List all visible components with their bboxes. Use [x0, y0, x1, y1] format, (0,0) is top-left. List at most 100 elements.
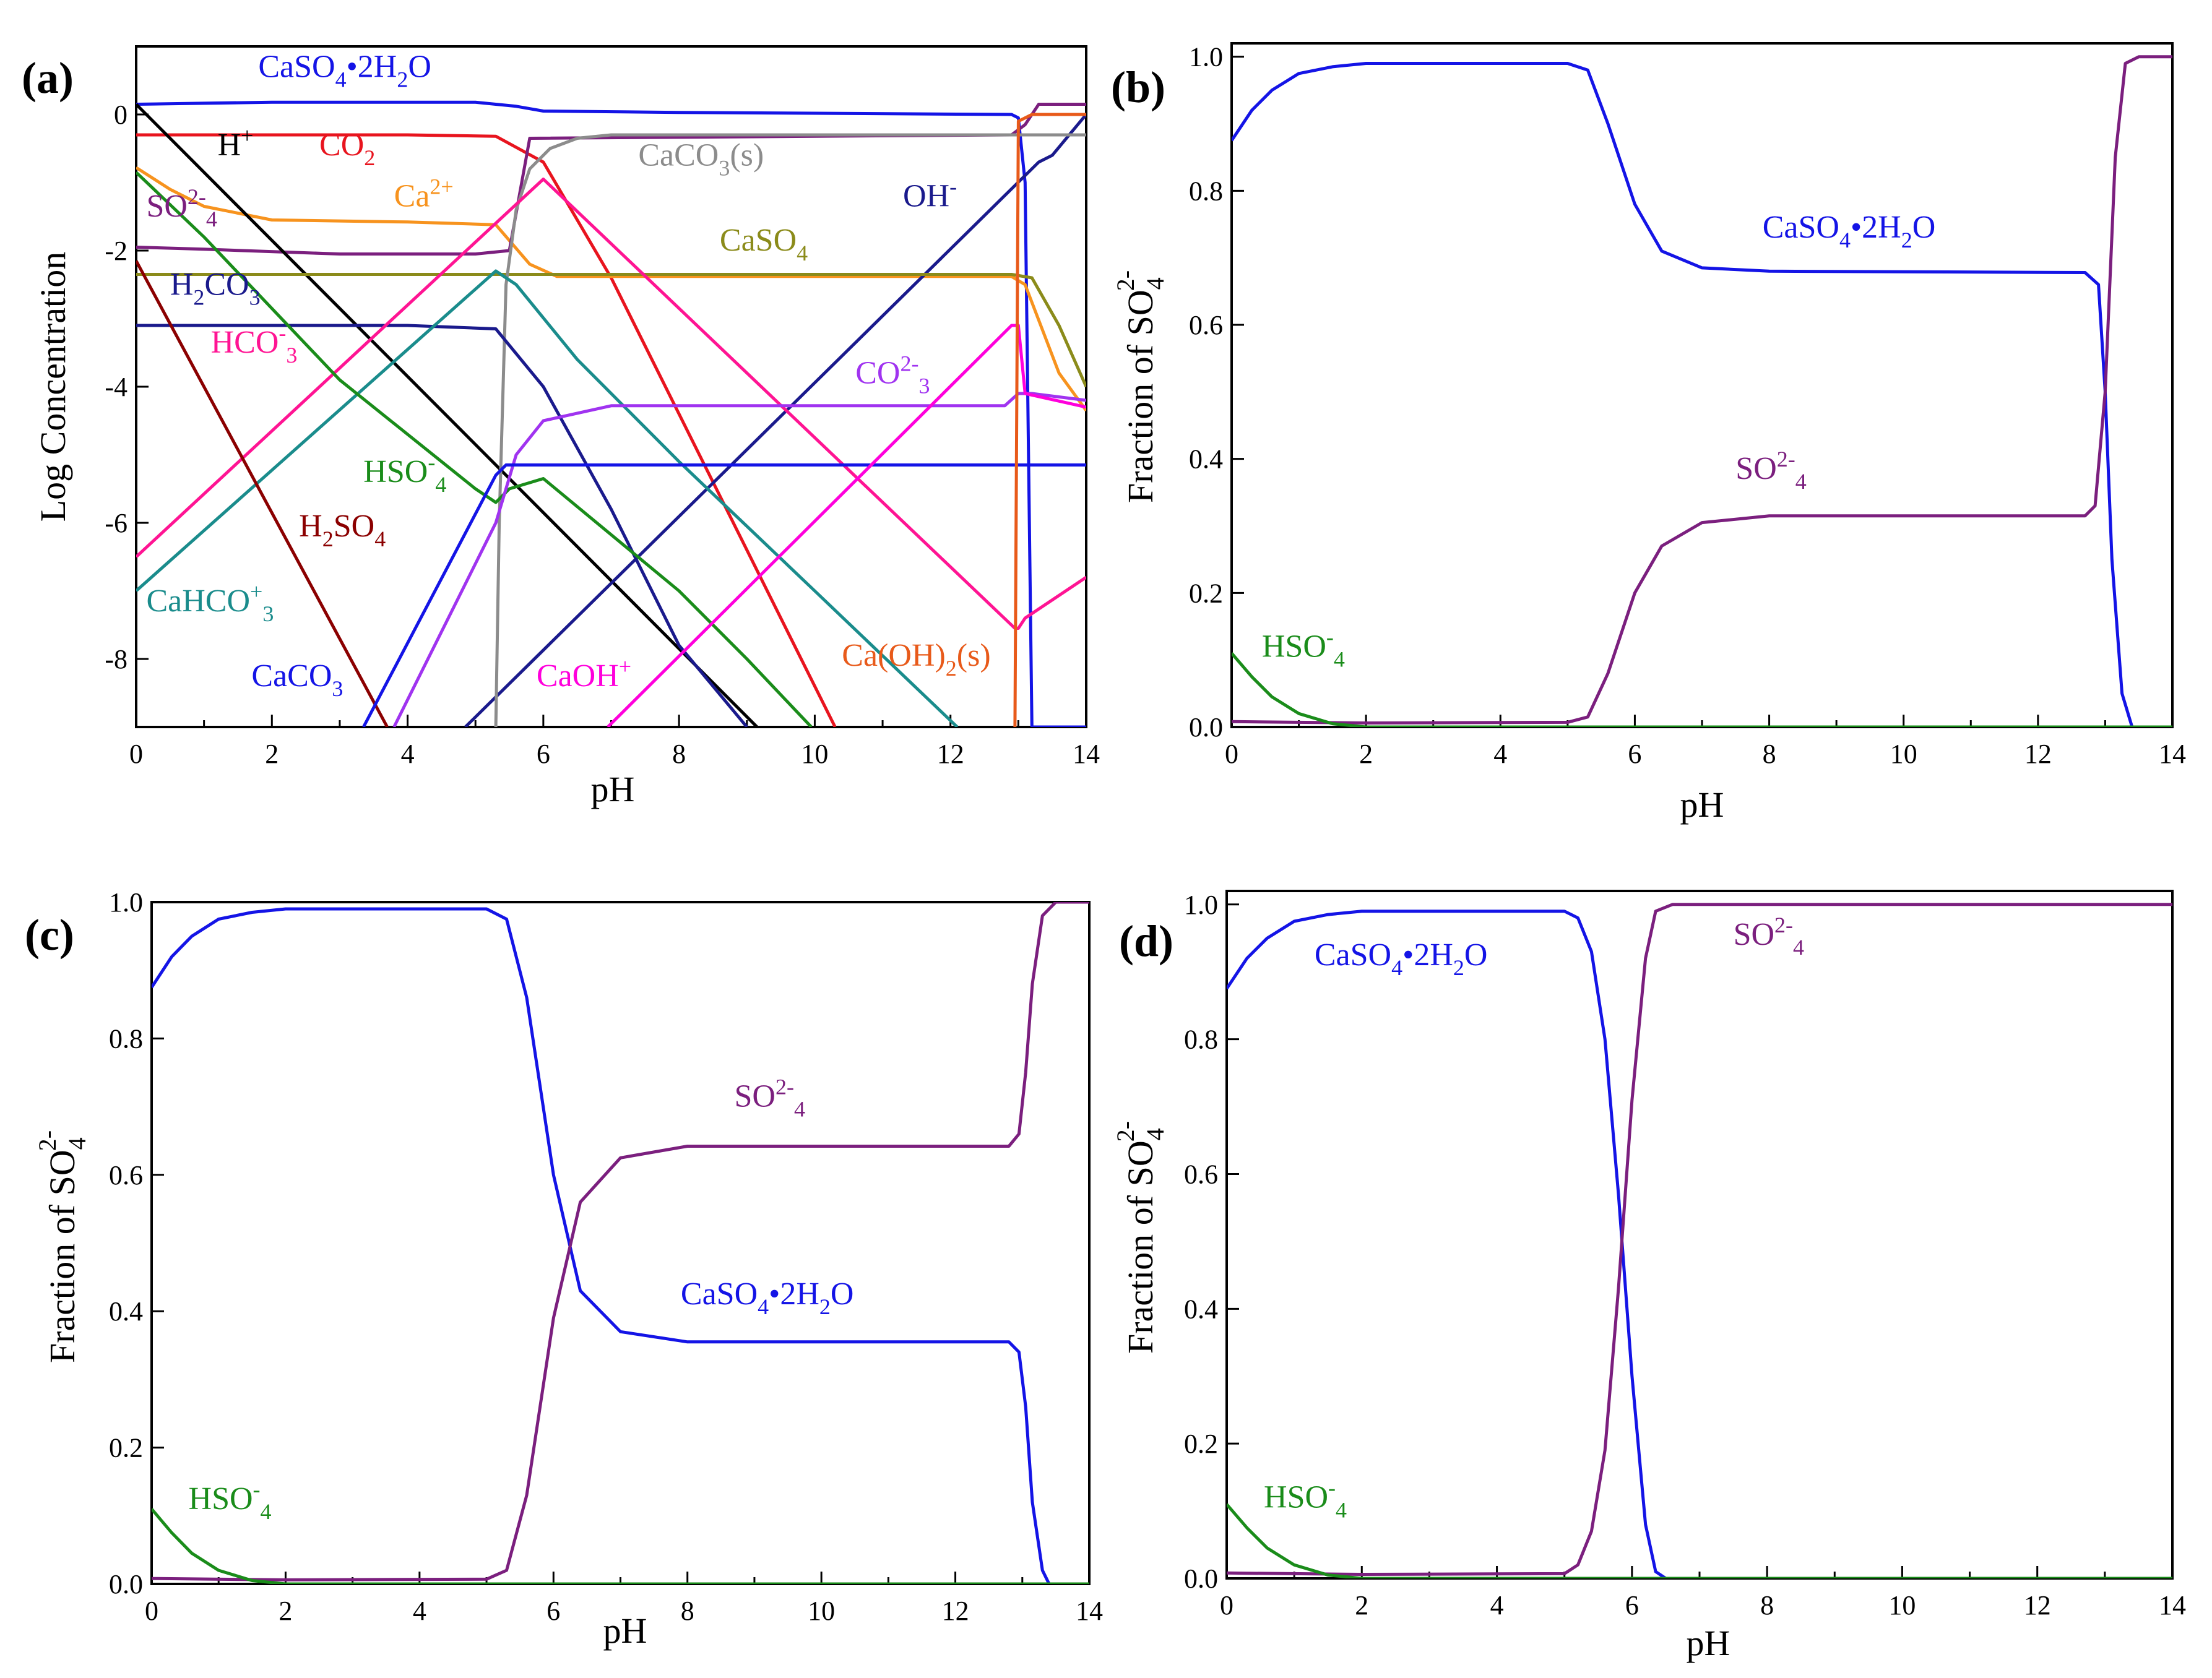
panel-d-frame — [1225, 890, 2174, 1580]
panel-c-frame — [150, 901, 1091, 1585]
panel-a-xtick-label-5: 10 — [801, 739, 828, 769]
panel-c-label: (c) — [25, 910, 74, 960]
panel-d-xtick-label-6: 12 — [2024, 1590, 2051, 1620]
panel-d-ylabel: Fraction of SO42- — [1112, 1121, 1169, 1354]
panel-a-series-h2co3 — [136, 324, 748, 727]
panel-a-xtick-label-7: 14 — [1073, 739, 1100, 769]
panel-d-xtick-label-0: 0 — [1220, 1590, 1233, 1620]
panel-d-ytick-label-4: 0.8 — [1184, 1025, 1218, 1055]
panel-c-xtick-label-7: 14 — [1076, 1596, 1103, 1626]
panel-b-xtick-label-2: 4 — [1493, 739, 1507, 769]
panel-a-xtick-label-6: 12 — [937, 739, 964, 769]
panel-a-ylabel: Log Concentration — [33, 252, 73, 522]
panel-a-series-cahco3 — [136, 269, 959, 727]
panel-a-xtick-label-3: 6 — [537, 739, 550, 769]
species-label-a_oh: OH- — [903, 174, 957, 214]
panel-b-xtick-label-7: 14 — [2159, 739, 2186, 769]
panel-b-ytick-label-0: 0.0 — [1189, 712, 1223, 742]
panel-b-ticks: 0 2 4 6 8 10 12 14 0.0 0.2 0.4 0.6 0.8 1.0 — [1189, 42, 2186, 769]
species-label-a_casodi: CaSO4•2H2O — [258, 49, 431, 92]
panel-d-series-hso4 — [1227, 1503, 2172, 1578]
species-label-a_caoh2: Ca(OH)2(s) — [842, 638, 990, 681]
panel-d-series-caso4-2h2o — [1227, 910, 2172, 1578]
panel-c-series — [152, 902, 1089, 1584]
species-label-a_co2: CO2 — [319, 127, 375, 170]
panel-c-ytick-label-2: 0.4 — [109, 1296, 143, 1327]
panel-b-ytick-label-4: 0.8 — [1189, 176, 1223, 206]
panel-c-ytick-label-0: 0.0 — [109, 1569, 143, 1599]
panel-c-series-so42 — [152, 902, 1089, 1581]
species-label-a_hso4: HSO-4 — [363, 450, 446, 497]
species-label-a_h2so4: H2SO4 — [299, 509, 386, 551]
panel-a-series-oh — [464, 113, 1086, 727]
panel-a: (a) pH Log Concentration 0 2 4 6 8 10 12 14 0 -2 -… — [22, 45, 1100, 809]
panel-c-xlabel: pH — [603, 1611, 647, 1651]
panel-b-ytick-label-3: 0.6 — [1189, 310, 1223, 340]
species-label-a_caco3: CaCO3 — [251, 658, 343, 701]
panel-a-ytick-label-2: -4 — [105, 372, 127, 402]
species-label-d_casodi: CaSO4•2H2O — [1315, 937, 1488, 980]
species-label-a_caco3s: CaCO3(s) — [638, 138, 764, 181]
panel-d-ytick-label-2: 0.4 — [1184, 1294, 1218, 1324]
panel-b-frame — [1230, 42, 2174, 728]
panel-c-ytick-label-1: 0.2 — [109, 1433, 143, 1463]
panel-c-ytick-label-3: 0.6 — [109, 1160, 143, 1190]
species-label-a_hplus: H+ — [218, 123, 254, 163]
panel-b-xtick-label-1: 2 — [1359, 739, 1373, 769]
panel-a-series-h2so4 — [136, 260, 389, 727]
panel-c-species-labels: SO2-4 CaSO4•2H2O HSO-4 — [189, 1075, 854, 1524]
panel-a-series-caso4 — [136, 273, 1086, 388]
panel-c-xtick-label-1: 2 — [279, 1596, 292, 1626]
panel-a-ticks: 0 2 4 6 8 10 12 14 0 -2 -4 -6 -8 — [105, 100, 1100, 769]
panel-b-series-caso4-2h2o — [1232, 62, 2172, 727]
panel-b-series-hso4 — [1232, 652, 2172, 727]
panel-b-xtick-label-6: 12 — [2024, 739, 2052, 769]
panel-d-ytick-label-3: 0.6 — [1184, 1159, 1218, 1189]
species-label-d_so4: SO2-4 — [1734, 913, 1804, 960]
panel-a-ytick-label-0: 0 — [114, 100, 127, 130]
panel-c-xtick-label-5: 10 — [808, 1596, 835, 1626]
panel-b-label: (b) — [1111, 62, 1165, 112]
panel-a-label: (a) — [22, 53, 74, 103]
panel-a-xtick-label-2: 4 — [401, 739, 415, 769]
panel-c: (c) pH Fraction of SO42- 0 2 4 6 8 10 12 140.00… — [25, 887, 1103, 1651]
species-label-b_casodi: CaSO4•2H2O — [1763, 210, 1936, 252]
panel-d-ytick-label-0: 0.0 — [1184, 1564, 1218, 1594]
panel-b-species-labels: CaSO4•2H2O SO2-4 HSO-4 — [1262, 210, 1935, 671]
panel-d-xlabel: pH — [1687, 1623, 1730, 1663]
panel-b-ylabel: Fraction of SO42- — [1112, 270, 1169, 503]
panel-a-series-caco3 — [362, 463, 1086, 727]
panel-d-ytick-label-1: 0.2 — [1184, 1429, 1218, 1459]
species-label-a_caso4: CaSO4 — [720, 223, 808, 265]
panel-c-xtick-label-2: 4 — [413, 1596, 426, 1626]
panel-d-series — [1227, 903, 2172, 1578]
panel-d-species-labels: CaSO4•2H2O SO2-4 HSO-4 — [1264, 913, 1804, 1522]
species-label-a_ca2: Ca2+ — [394, 174, 454, 214]
species-label-c_hso4: HSO-4 — [189, 1477, 272, 1524]
species-label-a_so4: SO2-4 — [146, 184, 217, 231]
panel-d-xtick-label-2: 4 — [1490, 1590, 1504, 1620]
species-label-a_co3: CO2-3 — [855, 351, 930, 398]
panel-a-xtick-label-0: 0 — [129, 739, 143, 769]
panel-b-xtick-label-4: 8 — [1763, 739, 1776, 769]
panel-a-series — [136, 100, 1086, 727]
species-label-a_caoh: CaOH+ — [537, 654, 631, 694]
panel-b-xtick-label-3: 6 — [1628, 739, 1641, 769]
panel-d-ytick-label-5: 1.0 — [1184, 890, 1218, 920]
panel-d-label: (d) — [1119, 916, 1173, 966]
panel-b-xlabel: pH — [1680, 785, 1724, 825]
panel-c-series-hso4 — [152, 1508, 1089, 1584]
panel-a-xlabel: pH — [591, 769, 635, 809]
panel-a-ytick-label-4: -8 — [105, 644, 127, 674]
panel-d-xtick-label-3: 6 — [1625, 1590, 1639, 1620]
panel-c-ticks: 0 2 4 6 8 10 12 14 0.0 0.2 0.4 0.6 0.8 1.0 — [109, 887, 1103, 1626]
panel-a-ytick-label-1: -2 — [105, 236, 127, 266]
species-label-d_hso4: HSO-4 — [1264, 1476, 1347, 1523]
panel-d-xtick-label-1: 2 — [1355, 1590, 1368, 1620]
species-label-a_h2co3: H2CO3 — [170, 267, 261, 310]
panel-d-xtick-label-4: 8 — [1760, 1590, 1774, 1620]
panel-a-xtick-label-1: 2 — [265, 739, 279, 769]
panel-a-xtick-label-4: 8 — [672, 739, 686, 769]
